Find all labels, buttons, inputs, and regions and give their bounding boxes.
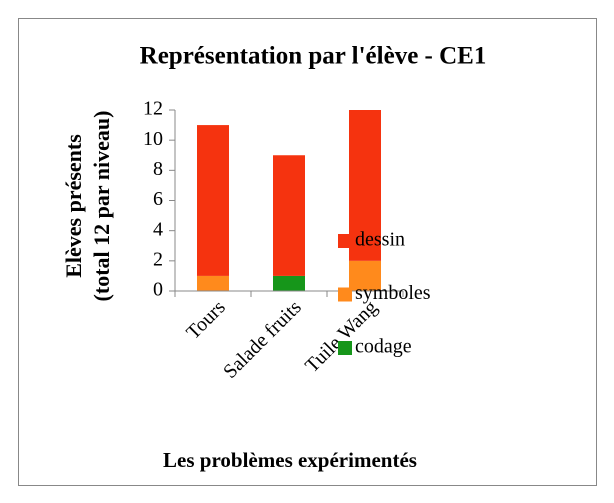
bar-segment [273, 155, 305, 276]
y-tick-label: 12 [143, 98, 163, 120]
bar-segment [273, 275, 305, 291]
chart-frame [18, 18, 597, 486]
x-axis-title: Les problèmes expérimentés [163, 448, 417, 472]
bar-segment [349, 260, 381, 291]
legend-label: symboles [355, 282, 431, 304]
bar-segment [349, 110, 381, 261]
y-tick-label: 6 [153, 188, 163, 210]
y-tick-label: 8 [153, 158, 163, 180]
bar-segment [197, 275, 229, 291]
y-axis-title: (total 12 par niveau) [89, 111, 114, 302]
legend-label: codage [355, 336, 412, 358]
legend-swatch [338, 287, 352, 302]
legend-swatch [338, 234, 352, 248]
y-tick-label: 2 [153, 248, 163, 270]
legend-swatch [338, 341, 352, 355]
bar-segment [197, 125, 229, 276]
y-tick-label: 4 [153, 218, 163, 240]
legend-label: dessin [355, 229, 405, 251]
y-tick-label: 10 [143, 128, 163, 150]
y-axis-title: Elèves présents [61, 134, 86, 278]
y-tick-label: 0 [153, 279, 163, 301]
chart-title: Représentation par l'élève - CE1 [140, 43, 487, 70]
